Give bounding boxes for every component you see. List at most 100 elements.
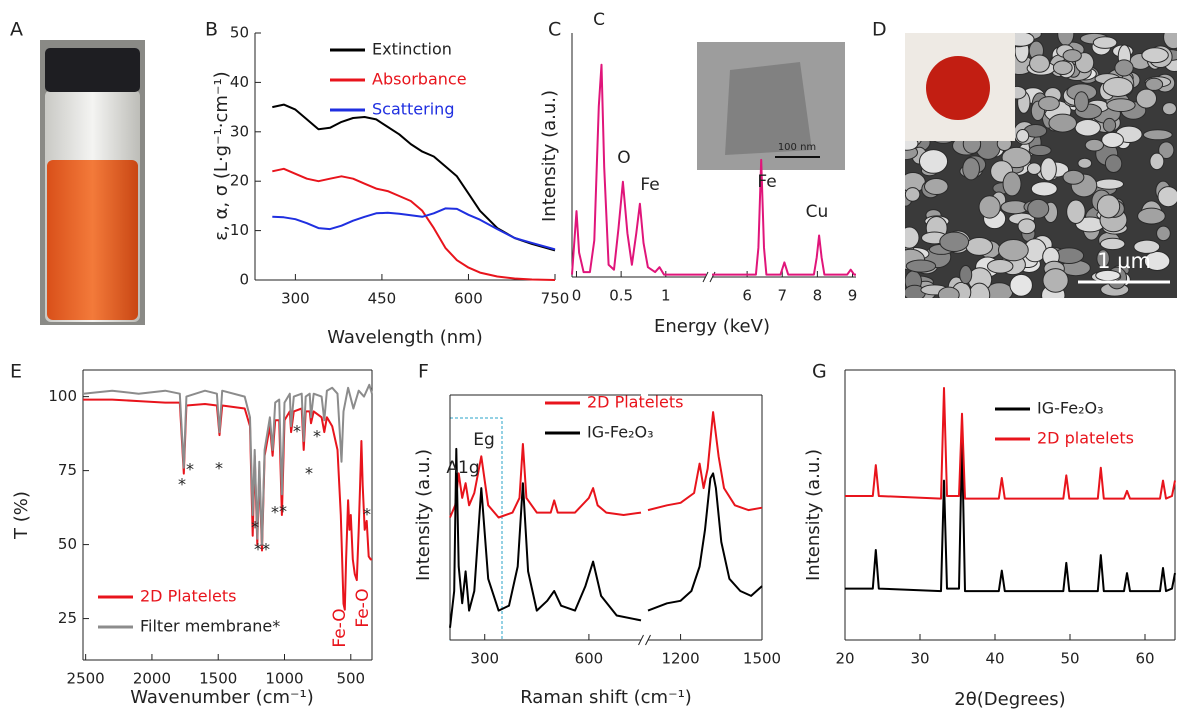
annotation: O bbox=[617, 148, 630, 168]
sem-particle bbox=[1104, 154, 1123, 173]
sem-particle bbox=[918, 149, 949, 174]
y-tick-label: 25 bbox=[58, 609, 77, 627]
y-tick-label: 40 bbox=[230, 73, 249, 91]
series-line bbox=[83, 398, 372, 611]
x-tick-label: 6 bbox=[742, 287, 752, 305]
x-axis-label: Wavenumber (cm⁻¹) bbox=[130, 687, 314, 708]
sem-particle bbox=[1030, 181, 1058, 197]
legend-label: 2D Platelets bbox=[587, 393, 684, 412]
x-axis-label: Raman shift (cm⁻¹) bbox=[520, 687, 692, 708]
asterisk: * bbox=[178, 475, 186, 494]
x-tick-label: 300 bbox=[281, 290, 310, 308]
x-tick-label: 40 bbox=[985, 650, 1004, 668]
sem-particle bbox=[1062, 49, 1082, 63]
series-line bbox=[272, 207, 556, 251]
sem-particle bbox=[1143, 251, 1171, 271]
asterisk: * bbox=[363, 505, 371, 524]
sem-particle bbox=[1137, 207, 1166, 225]
axis-break bbox=[638, 634, 651, 646]
sem-particle bbox=[1157, 186, 1177, 208]
x-tick-label: 0 bbox=[572, 287, 582, 305]
sem-particle bbox=[968, 282, 991, 298]
x-tick-label: 600 bbox=[575, 650, 604, 668]
series-line bbox=[571, 63, 856, 276]
series-line bbox=[845, 438, 1176, 593]
x-tick-label: 2000 bbox=[133, 670, 171, 688]
sem-particle bbox=[1102, 117, 1117, 133]
vial-liquid bbox=[47, 160, 138, 320]
sem-particle bbox=[1163, 33, 1177, 50]
annotation: Eg bbox=[473, 430, 495, 450]
y-tick-label: 50 bbox=[230, 24, 249, 42]
annotation: Cu bbox=[806, 202, 829, 222]
sem-particle bbox=[1092, 36, 1118, 49]
y-tick-label: 10 bbox=[230, 221, 249, 239]
annotation: Fe bbox=[640, 175, 659, 195]
sem-particle bbox=[905, 259, 937, 273]
sem-particle bbox=[1077, 157, 1093, 169]
sem-particle bbox=[1156, 225, 1171, 242]
panel-label: G bbox=[812, 361, 827, 383]
x-tick-label: 1500 bbox=[743, 650, 781, 668]
sem-particle bbox=[1102, 76, 1134, 97]
legend-label: 2D platelets bbox=[1037, 429, 1134, 448]
x-tick-label: 60 bbox=[1135, 650, 1154, 668]
sem-particle bbox=[1028, 144, 1052, 157]
sem-particle bbox=[1096, 249, 1110, 268]
scale-bar-label: 1 µm bbox=[1097, 249, 1151, 273]
x-tick-label: 1500 bbox=[199, 670, 237, 688]
panel-label: A bbox=[10, 19, 23, 41]
sem-particle bbox=[1040, 157, 1057, 182]
y-tick-label: 50 bbox=[58, 535, 77, 553]
y-tick-label: 0 bbox=[239, 271, 249, 289]
x-tick-label: 500 bbox=[336, 670, 365, 688]
sem-particle bbox=[1135, 88, 1158, 109]
legend-label: 2D Platelets bbox=[140, 587, 237, 606]
x-tick-label: 300 bbox=[470, 650, 499, 668]
asterisk: ** bbox=[254, 540, 270, 559]
sem-particle bbox=[1142, 129, 1173, 141]
y-axis-label: ε, α, σ (L·g⁻¹·cm⁻¹) bbox=[211, 71, 232, 240]
sem-particle bbox=[962, 157, 980, 181]
y-tick-label: 100 bbox=[48, 387, 77, 405]
tem-inset: 100 nm bbox=[697, 42, 845, 170]
sem-particle bbox=[1038, 96, 1060, 112]
panel-label: C bbox=[548, 19, 561, 41]
sem-particle bbox=[978, 195, 1001, 219]
x-tick-label: 2500 bbox=[67, 670, 105, 688]
sem-particle bbox=[1149, 152, 1165, 171]
sem-particle bbox=[1094, 178, 1125, 190]
asterisk: * bbox=[271, 503, 279, 522]
series-line bbox=[82, 383, 373, 546]
annotation: Fe-O bbox=[353, 588, 373, 627]
sem-particle bbox=[1074, 118, 1101, 137]
sem-particle bbox=[1141, 47, 1169, 64]
sem-particle bbox=[1002, 171, 1022, 197]
y-axis-label: Intensity (a.u.) bbox=[803, 449, 824, 581]
x-tick-label: 600 bbox=[454, 290, 483, 308]
asterisk: * bbox=[215, 459, 223, 478]
sem-particle bbox=[965, 236, 994, 256]
sem-particle bbox=[1096, 194, 1121, 219]
x-tick-label: 1200 bbox=[661, 650, 699, 668]
series-line bbox=[272, 167, 556, 281]
sem-particle bbox=[923, 177, 949, 195]
sem-particle bbox=[986, 258, 1014, 274]
x-tick-label: 20 bbox=[835, 650, 854, 668]
inset-platelet bbox=[725, 62, 812, 155]
y-axis-label: T (%) bbox=[11, 491, 32, 540]
y-axis-label: Intensity (a.u.) bbox=[539, 90, 560, 222]
sem-particle bbox=[1084, 138, 1105, 152]
asterisk: * bbox=[305, 464, 313, 483]
sem-particle bbox=[1099, 237, 1126, 251]
sem-particle bbox=[1027, 198, 1050, 219]
sem-particle bbox=[1101, 131, 1124, 149]
legend-label: Absorbance bbox=[372, 70, 467, 89]
x-tick-label: 50 bbox=[1060, 650, 1079, 668]
x-tick-label: 1000 bbox=[265, 670, 303, 688]
vial-cap bbox=[45, 48, 140, 92]
y-tick-label: 30 bbox=[230, 122, 249, 140]
annotation: Fe-O bbox=[330, 608, 350, 647]
sem-particle bbox=[905, 187, 921, 202]
